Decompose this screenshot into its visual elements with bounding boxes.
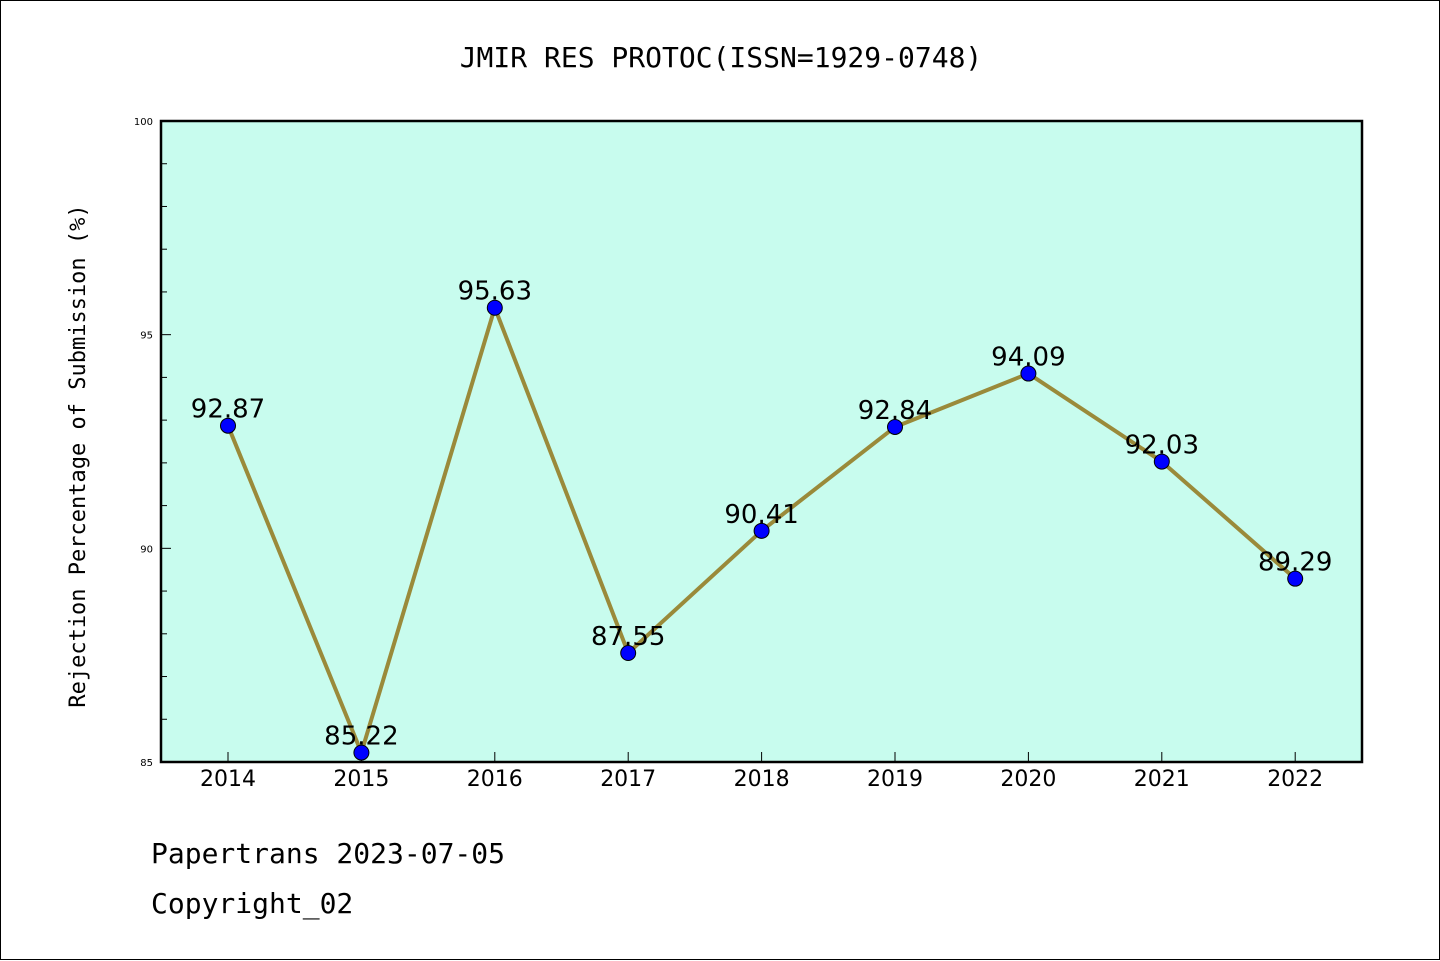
plot-area (161, 121, 1362, 762)
y-tick-label: 95 (140, 331, 153, 342)
x-tick-label: 2017 (600, 767, 656, 792)
data-label: 92.84 (858, 396, 932, 426)
data-point-marker (1153, 453, 1170, 470)
x-tick-label: 2021 (1134, 767, 1190, 792)
x-axis-ticks: 2014 2015 2016 2017 2018 2019 2020 2021 2022 (200, 752, 1323, 792)
data-point-marker (353, 744, 370, 761)
chart-title: JMIR RES PROTOC(ISSN=1929-0748) (460, 41, 983, 74)
data-label: 94.09 (991, 343, 1065, 373)
data-point-marker (620, 645, 637, 662)
data-point-marker (1287, 570, 1304, 587)
data-point-marker (220, 417, 236, 434)
y-tick-label: 90 (140, 544, 153, 555)
x-tick-label: 2019 (867, 767, 923, 792)
data-labels: 92.87 85.22 95.63 87.55 90.41 92.84 94.09 92.03… (191, 277, 1333, 752)
footer-line-1: Papertrans 2023-07-05 (151, 837, 506, 870)
y-tick-label: 85 (140, 758, 153, 769)
data-point-marker (486, 299, 503, 316)
y-axis-label: Rejection Percentage of Submission (%) (66, 204, 91, 707)
data-label: 90.41 (724, 500, 798, 530)
data-label: 92.87 (191, 395, 265, 425)
data-label: 85.22 (324, 722, 398, 752)
x-tick-label: 2022 (1267, 767, 1323, 792)
x-tick-label: 2016 (467, 767, 523, 792)
data-label: 87.55 (591, 622, 665, 652)
data-point-marker (1020, 365, 1037, 382)
series-markers (220, 299, 1304, 761)
data-label: 95.63 (458, 277, 532, 307)
x-tick-label: 2015 (333, 767, 389, 792)
x-tick-label: 2018 (734, 767, 790, 792)
data-point-marker (887, 418, 903, 435)
data-point-marker (753, 522, 770, 539)
data-label: 89.29 (1258, 548, 1332, 578)
y-tick-label: 100 (134, 117, 153, 128)
x-tick-label: 2020 (1000, 767, 1056, 792)
x-tick-label: 2014 (200, 767, 256, 792)
data-label: 92.03 (1125, 431, 1199, 461)
footer-line-2: Copyright_02 (151, 887, 354, 920)
plot-border (159, 119, 1364, 764)
